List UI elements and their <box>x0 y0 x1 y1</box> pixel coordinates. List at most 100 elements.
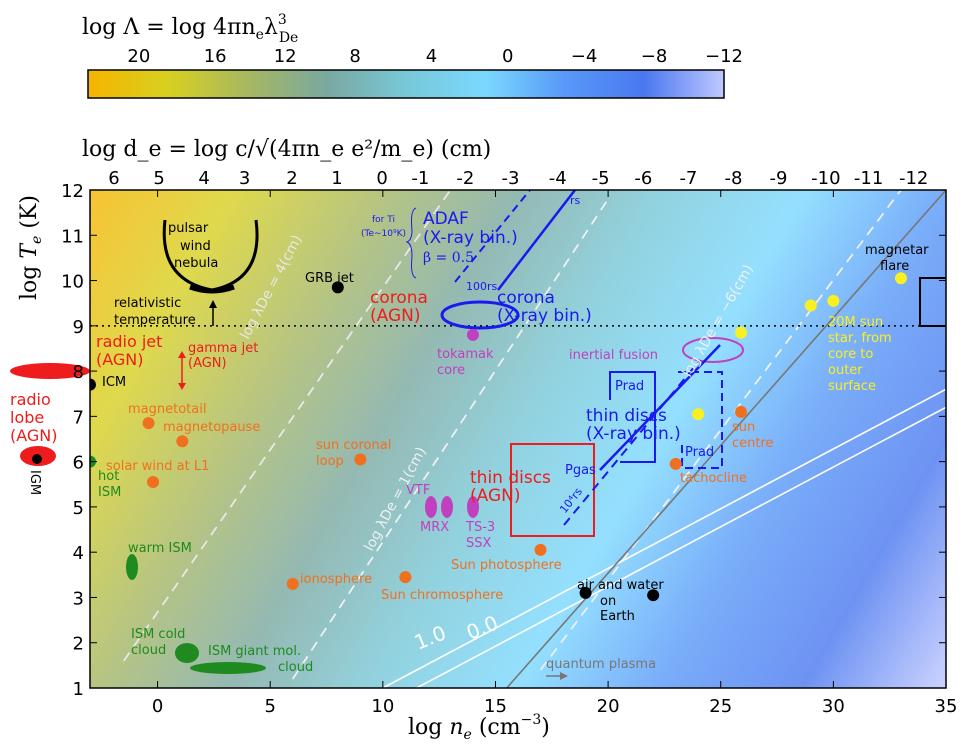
x-tick-label-3: 15 <box>484 696 507 717</box>
label-giant-1: ISM giant mol. <box>208 644 301 659</box>
top-tick-label-8: -2 <box>456 168 474 189</box>
data-point-12 <box>534 543 547 556</box>
reference-line-2 <box>539 190 902 671</box>
label-quantum-plasma: quantum plasma <box>546 657 656 672</box>
data-point-17 <box>735 326 748 339</box>
label-thin-xrb-2: (X-ray bin.) <box>586 424 681 444</box>
label-magnetar-2: flare <box>880 259 909 274</box>
label-star-5: surface <box>828 379 876 394</box>
y-tick-label-7: 8 <box>73 362 84 383</box>
rel-arrow-head <box>209 300 217 308</box>
reference-line-0 <box>123 190 452 662</box>
label-magnetotail: magnetotail <box>128 402 206 417</box>
label-thin-xrb-1: thin discs <box>586 406 667 426</box>
data-point-0 <box>331 281 344 294</box>
ts3-region <box>467 496 479 518</box>
inertial-fusion-region <box>682 337 744 363</box>
quantum-arrow-head <box>560 672 568 680</box>
y-tick-label-0: 1 <box>73 679 84 700</box>
top-tick-label-12: -6 <box>634 168 652 189</box>
label-sun-centre-1: sun <box>732 420 755 435</box>
colorbar-tick-labels: 20 16 12 8 4 0 −4 −8 −12 <box>127 46 743 67</box>
label-ts3-2: SSX <box>466 536 492 551</box>
pulsar-nebula-base <box>189 284 235 294</box>
top-axis-ticks: 6 5 4 3 2 1 0 -1 -2 -3 -4 -5 -6 -7 -8 -9 -10 -11 -12 <box>108 168 928 189</box>
label-pulsar-1: pulsar <box>168 221 209 236</box>
top-tick-label-2: 4 <box>198 168 209 189</box>
label-adaf-2: (X-ray bin.) <box>423 228 518 248</box>
label-air-1: air and water <box>577 578 664 593</box>
label-air-3: Earth <box>600 609 635 624</box>
data-point-13 <box>669 457 682 470</box>
x-tick-label-5: 25 <box>709 696 732 717</box>
x-axis-title: log ne (cm−3) <box>408 712 550 743</box>
x-tick-label-0: 0 <box>152 696 163 717</box>
top-tick-label-1: 5 <box>153 168 164 189</box>
label-mrx: MRX <box>420 520 449 535</box>
label-scl-2: loop <box>316 454 344 469</box>
thin-discs-xrb-pgas <box>563 359 701 526</box>
y-tick-label-3: 4 <box>73 543 84 564</box>
reference-lines <box>90 190 946 688</box>
label-prad-2: Prad <box>685 445 714 460</box>
label-tachocline: tachocline <box>680 471 747 486</box>
data-point-9 <box>354 453 367 466</box>
colorbar-tick-8: −12 <box>705 46 743 67</box>
colorbar-tick-0: 20 <box>127 46 150 67</box>
label-100rs: 100rs <box>466 280 498 293</box>
top-tick-label-5: 1 <box>331 168 342 189</box>
plot-background-overlay <box>90 190 946 688</box>
label-giant-2: cloud <box>278 660 313 675</box>
prad-box-1 <box>609 371 656 463</box>
label-tokamak-2: core <box>437 363 465 378</box>
top-tick-label-9: -3 <box>501 168 519 189</box>
colorbar-title: log Λ = log 4πneλ3 De <box>82 12 298 46</box>
label-cold-2: cloud <box>131 643 166 658</box>
top-tick-label-7: -1 <box>411 168 429 189</box>
top-tick-label-16: -10 <box>811 168 840 189</box>
top-tick-label-10: -4 <box>549 168 567 189</box>
data-point-19 <box>827 294 840 307</box>
data-point-4 <box>647 589 660 602</box>
data-point-3 <box>579 586 592 599</box>
top-tick-label-15: -9 <box>770 168 788 189</box>
top-tick-label-14: -8 <box>724 168 742 189</box>
label-vtf: VTF <box>406 483 430 498</box>
label-thin-agn-1: thin discs <box>470 468 551 488</box>
label-hot-2: ISM <box>98 485 121 500</box>
label-ionosphere: ionosphere <box>300 572 372 587</box>
x-axis-ticks: 0 5 10 15 20 25 30 35 <box>152 190 957 717</box>
label-igm: IGM <box>27 470 42 495</box>
label-grb: GRB jet <box>305 271 354 286</box>
x-tick-label-1: 5 <box>264 696 275 717</box>
label-solar-wind: solar wind at L1 <box>106 459 209 474</box>
label-pgas: Pgas <box>565 463 596 478</box>
label-star-4: outer <box>828 363 863 378</box>
label-inertial: inertial fusion <box>569 348 658 363</box>
x-tick-label-4: 20 <box>597 696 620 717</box>
label-rel-1: relativistic <box>114 296 181 311</box>
label-cold-1: ISM cold <box>131 627 185 642</box>
label-for-ti-2: (Te∼10⁹K) <box>361 229 406 239</box>
label-magnetar-1: magnetar <box>865 243 929 258</box>
label-tokamak-1: tokamak <box>437 347 494 362</box>
reference-line-4 <box>416 406 946 688</box>
label-corona-xrb-1: corona <box>497 288 555 308</box>
label-warm-ism: warm ISM <box>128 541 192 556</box>
colorbar <box>87 69 725 99</box>
top-axis-title: log d_e = log c/√(4πn_e e²/m_e) (cm) <box>82 137 491 162</box>
plot-background <box>90 190 946 688</box>
data-point-18 <box>804 299 817 312</box>
y-tick-label-1: 2 <box>73 634 84 655</box>
data-point-11 <box>399 571 412 584</box>
label-pulsar-3: nebula <box>174 256 218 271</box>
y-tick-label-11: 12 <box>61 181 84 202</box>
thin-discs-xrb-line <box>599 344 721 471</box>
label-ts3-1: TS-3 <box>465 520 495 535</box>
colorbar-tick-5: 0 <box>502 46 513 67</box>
x-tick-label-6: 30 <box>822 696 845 717</box>
igm-point <box>32 454 42 464</box>
label-pulsar-2: wind <box>180 239 211 254</box>
colorbar-tick-7: −8 <box>641 46 668 67</box>
label-lobe-2: lobe <box>10 408 44 427</box>
